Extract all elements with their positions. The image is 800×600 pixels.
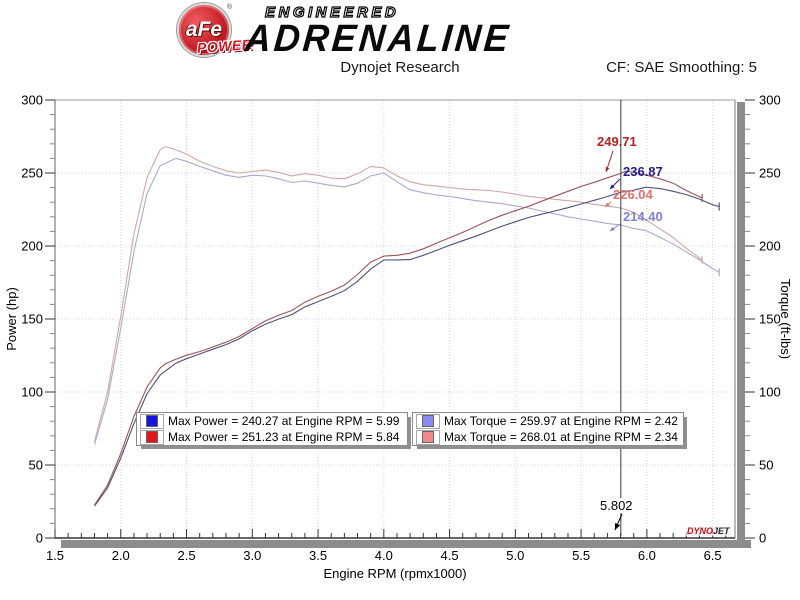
legend-torque-box: Max Torque = 259.97 at Engine RPM = 2.42… xyxy=(412,412,684,446)
afe-wordmark: aFe xyxy=(185,18,223,41)
x-tick-label: 1.5 xyxy=(46,548,64,563)
dynojet-watermark: DYNOJET xyxy=(686,527,731,536)
x-tick-label: 5.0 xyxy=(506,548,524,563)
cursor-rpm-label: 5.802 xyxy=(598,498,640,531)
legend-row-power-stock: Max Power = 240.27 at Engine RPM = 5.99 xyxy=(137,413,407,429)
x-axis-title: Engine RPM (rpmx1000) xyxy=(323,566,466,581)
torque-stock-swatch-icon xyxy=(422,415,434,427)
x-tick-label: 2.5 xyxy=(177,548,195,563)
power-stock-swatch-icon xyxy=(146,415,158,427)
y-tick-label-right: 100 xyxy=(759,385,781,400)
torque-modified-swatch-icon xyxy=(422,431,434,443)
cursor-rpm-text: 5.802 xyxy=(600,498,633,513)
report-title: Dynojet Research xyxy=(340,59,460,76)
x-tick-label: 3.0 xyxy=(243,548,261,563)
legend-power-box: Max Power = 240.27 at Engine RPM = 5.99 … xyxy=(136,412,408,446)
cursor-value-torque-modified: 226.04 xyxy=(613,187,654,202)
legend-row-power-modified: Max Power = 251.23 at Engine RPM = 5.84 xyxy=(137,429,407,445)
y-tick-label-left: 50 xyxy=(29,458,43,473)
y-tick-label-left: 300 xyxy=(21,93,43,108)
y-tick-label-right: 300 xyxy=(759,93,781,108)
y-axis-title-left: Power (hp) xyxy=(4,287,19,351)
legend-swatch-cell xyxy=(140,429,164,445)
grid-layer xyxy=(55,100,735,538)
legend-text-power-stock: Max Power = 240.27 at Engine RPM = 5.99 xyxy=(168,414,400,428)
y-tick-label-right: 200 xyxy=(759,239,781,254)
dynojet-watermark-jet: JET xyxy=(713,526,730,536)
power-modified-swatch-icon xyxy=(146,431,158,443)
dynojet-watermark-dyno: DYNO xyxy=(687,526,714,536)
afe-roundel-icon: aFe ® xyxy=(177,3,232,57)
y-tick-label-left: 200 xyxy=(21,239,43,254)
legend-text-torque-stock: Max Torque = 259.97 at Engine RPM = 2.42 xyxy=(444,414,678,428)
x-tick-label: 6.5 xyxy=(704,548,722,563)
afe-logo: aFe ® POWER ENGINEERED ADRENALINE xyxy=(173,2,613,59)
y-tick-label-right: 0 xyxy=(759,531,766,546)
legend-text-torque-modified: Max Torque = 268.01 at Engine RPM = 2.34 xyxy=(444,430,678,444)
cursor-value-power-modified: 249.71 xyxy=(597,134,637,149)
y-tick-label-left: 150 xyxy=(21,312,43,327)
legend-swatch-cell xyxy=(140,413,164,429)
legend-row-torque-modified: Max Torque = 268.01 at Engine RPM = 2.34 xyxy=(413,429,683,445)
smoothing-setting: CF: SAE Smoothing: 5 xyxy=(606,59,757,76)
x-tick-label: 4.0 xyxy=(375,548,393,563)
legend-text-power-modified: Max Power = 251.23 at Engine RPM = 5.84 xyxy=(168,430,400,444)
legend-row-torque-stock: Max Torque = 259.97 at Engine RPM = 2.42 xyxy=(413,413,683,429)
y-tick-label-left: 0 xyxy=(36,531,43,546)
y-tick-label-left: 100 xyxy=(21,385,43,400)
y-tick-label-left: 250 xyxy=(21,166,43,181)
y-tick-label-right: 50 xyxy=(759,458,773,473)
axis-labels: 1.5 2.0 2.5 3.0 3.5 4.0 4.5 5.0 5.5 6.0 6.5 0 50 100 1… xyxy=(4,93,793,582)
cursor-value-torque-stock: 214.40 xyxy=(623,209,663,224)
curve-power-modified xyxy=(94,170,703,506)
engineered-wordmark: ENGINEERED xyxy=(264,3,400,21)
curve-power-stock xyxy=(94,186,720,507)
legend-swatch-cell xyxy=(416,429,440,445)
y-tick-label-right: 250 xyxy=(759,166,781,181)
x-tick-label: 2.0 xyxy=(112,548,130,563)
x-tick-label: 6.0 xyxy=(638,548,656,563)
curve-torque-modified xyxy=(93,146,703,442)
adrenaline-wordmark: ADRENALINE xyxy=(243,16,514,60)
x-tick-label: 3.5 xyxy=(309,548,327,563)
legend-swatch-cell xyxy=(416,413,440,429)
y-axis-title-right: Torque (ft-lbs) xyxy=(778,279,793,359)
cursor-value-power-stock: 236.87 xyxy=(623,164,663,179)
y-tick-label-right: 150 xyxy=(759,312,781,327)
cursor-value-labels: 249.71 236.87 226.04 214.40 xyxy=(597,134,663,232)
x-tick-label: 4.5 xyxy=(441,548,459,563)
x-tick-label: 5.5 xyxy=(572,548,590,563)
registered-mark: ® xyxy=(226,4,232,11)
